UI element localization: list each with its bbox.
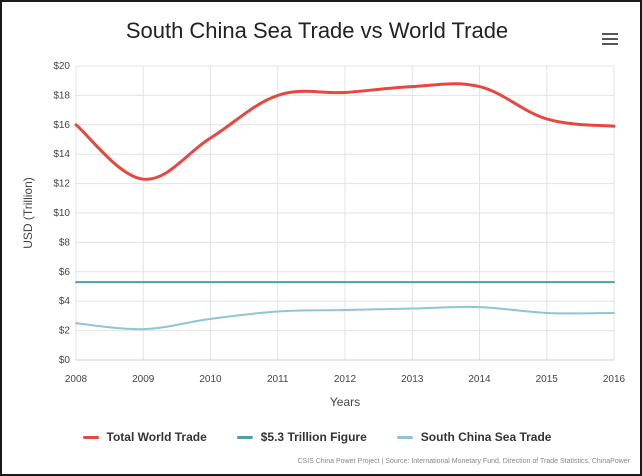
x-tick-label: 2014 <box>468 374 491 385</box>
x-tick-label: 2010 <box>199 374 222 385</box>
series-lines <box>74 82 616 331</box>
legend-swatch <box>396 435 413 439</box>
chart-legend: Total World Trade $5.3 Trillion Figure S… <box>2 430 632 444</box>
chart-title: South China Sea Trade vs World Trade <box>125 18 509 43</box>
y-tick-label: $4 <box>59 296 71 307</box>
legend-item-total-world-trade[interactable]: Total World Trade <box>82 430 207 444</box>
x-tick-label: 2016 <box>603 374 626 385</box>
y-tick-label: $18 <box>53 90 70 101</box>
legend-swatch <box>236 435 253 439</box>
y-tick-label: $14 <box>53 149 70 160</box>
y-tick-label: $10 <box>53 208 70 219</box>
y-tick-label: $6 <box>59 267 71 278</box>
x-tick-label: 2009 <box>132 374 155 385</box>
series-line-total-world-trade[interactable] <box>74 82 616 181</box>
x-tick-label: 2008 <box>65 374 88 385</box>
grid-lines <box>75 65 615 361</box>
line-chart: $0 $2 $4 $6 $8 $10 $12 $14 $16 $18 $20 2008 2009 201… <box>21 61 626 409</box>
x-tick-label: 2013 <box>401 374 424 385</box>
y-tick-label: $0 <box>59 355 71 366</box>
menu-bar <box>602 38 618 40</box>
legend-item-south-china-sea-trade[interactable]: South China Sea Trade <box>396 430 552 444</box>
legend-label: Total World Trade <box>106 430 207 444</box>
x-axis-title: Years <box>330 395 360 409</box>
y-axis-ticks: $0 $2 $4 $6 $8 $10 $12 $14 $16 $18 $20 <box>53 61 70 366</box>
legend-label: South China Sea Trade <box>420 430 552 444</box>
hamburger-menu-icon[interactable] <box>602 32 618 46</box>
legend-swatch <box>82 435 99 439</box>
series-line-south-china-sea-trade[interactable] <box>75 305 615 331</box>
y-tick-label: $12 <box>53 179 70 190</box>
legend-label: $5.3 Trillion Figure <box>260 430 367 444</box>
x-tick-label: 2011 <box>267 374 289 385</box>
y-tick-label: $2 <box>59 326 71 337</box>
y-axis-title: USD (Trillion) <box>21 177 35 249</box>
menu-bar <box>602 33 618 35</box>
x-tick-label: 2015 <box>536 374 559 385</box>
credits-text: CSIS China Power Project | Source: Inter… <box>297 458 630 465</box>
y-tick-label: $16 <box>53 120 70 131</box>
x-tick-label: 2012 <box>334 374 357 385</box>
menu-bar <box>602 43 618 45</box>
x-axis-ticks: 2008 2009 2010 2011 2012 2013 2014 2015 2016 <box>65 374 626 385</box>
legend-item-5-3-trillion-figure[interactable]: $5.3 Trillion Figure <box>236 430 367 444</box>
y-tick-label: $8 <box>59 237 71 248</box>
y-tick-label: $20 <box>53 61 70 72</box>
